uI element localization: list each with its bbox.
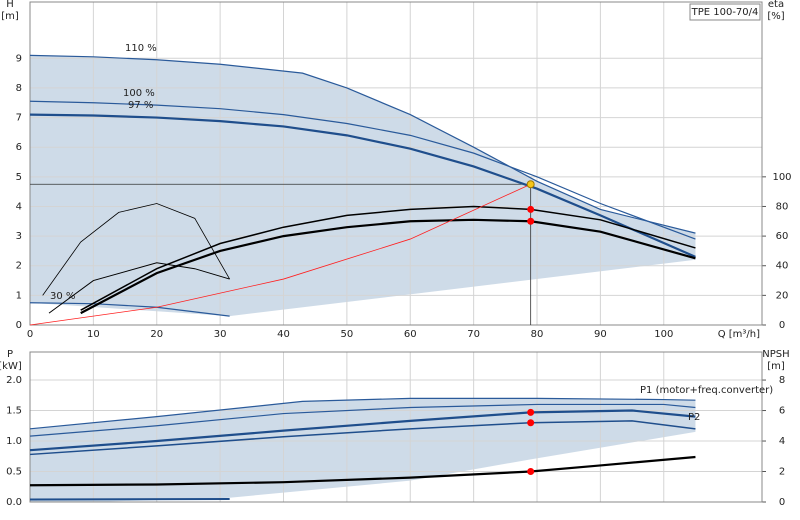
curve (42, 203, 230, 296)
y-tick-label: 7 (16, 113, 22, 124)
y-axis-label: [m] (1, 11, 19, 22)
y-tick-label: 1 (16, 290, 22, 301)
curve (80, 218, 696, 315)
y-tick-label: 0.5 (6, 467, 22, 478)
y-tick-label: 4 (16, 201, 22, 212)
x-tick-label: 90 (594, 329, 607, 340)
y2-axis-label: NPSH (762, 349, 789, 360)
operating-point (527, 419, 535, 427)
x-tick-label: 50 (341, 329, 354, 340)
y-tick-label: 3 (16, 231, 22, 242)
curve-label: 110 % (125, 43, 157, 54)
y-tick-label: 0 (16, 320, 22, 331)
y-axis-label: H (6, 0, 14, 10)
curve (29, 100, 696, 240)
y2-axis-label: [%] (767, 11, 784, 22)
y2-tick-label: 2 (779, 467, 785, 478)
y2-axis-label: [m] (767, 361, 785, 372)
curve (29, 397, 696, 430)
curve (29, 183, 531, 326)
y-axis-label: [kW] (0, 361, 22, 372)
y-tick-label: 0.0 (6, 497, 22, 508)
y-tick-label: 2 (16, 261, 22, 272)
y2-tick-label: 40 (776, 261, 789, 272)
curve-label: 100 % (123, 88, 155, 99)
y2-tick-label: 8 (779, 375, 785, 386)
y-tick-label: 8 (16, 83, 22, 94)
curve (29, 403, 696, 437)
y2-tick-label: 4 (779, 436, 785, 447)
curve (29, 420, 696, 456)
curve (29, 497, 230, 501)
curve-label: 30 % (50, 291, 75, 302)
curve-label: P2 (688, 412, 700, 423)
operating-point (527, 408, 535, 416)
curve (29, 113, 696, 258)
y2-axis-label: eta (768, 0, 784, 10)
y-tick-label: 2.0 (6, 375, 22, 386)
curve (80, 205, 696, 311)
x-axis-label: Q [m³/h] (718, 329, 760, 340)
x-tick-label: 30 (214, 329, 227, 340)
curve-label: 97 % (128, 100, 153, 111)
operating-point (527, 217, 535, 225)
y-tick-label: 9 (16, 53, 22, 64)
y2-tick-label: 6 (779, 406, 785, 417)
x-tick-label: 0 (27, 329, 33, 340)
operating-point (527, 468, 535, 476)
y-tick-label: 5 (16, 172, 22, 183)
y-tick-label: 1.5 (6, 406, 22, 417)
curve (48, 262, 230, 314)
y2-tick-label: 100 (772, 172, 791, 183)
curve (29, 54, 696, 234)
x-tick-label: 10 (87, 329, 100, 340)
x-tick-label: 100 (654, 329, 673, 340)
y2-tick-label: 0 (779, 497, 785, 508)
badge-box (689, 3, 761, 21)
y-axis-label: P (7, 349, 13, 360)
y-tick-label: 1.0 (6, 436, 22, 447)
model-badge: TPE 100-70/4 (691, 7, 759, 18)
operating-point (527, 205, 535, 213)
x-tick-label: 60 (404, 329, 417, 340)
operating-point (526, 180, 535, 189)
y-tick-label: 6 (16, 142, 22, 153)
x-tick-label: 80 (531, 329, 544, 340)
curve (29, 409, 696, 452)
x-tick-label: 20 (150, 329, 163, 340)
y2-tick-label: 20 (776, 290, 789, 301)
y2-tick-label: 60 (776, 231, 789, 242)
plot-frame (29, 1, 763, 326)
curve (29, 455, 696, 487)
plot-frame (29, 351, 763, 503)
x-tick-label: 40 (277, 329, 290, 340)
y2-tick-label: 80 (776, 201, 789, 212)
y2-tick-label: 0 (779, 320, 785, 331)
x-tick-label: 70 (467, 329, 480, 340)
curve-label: P1 (motor+freq.converter) (640, 385, 773, 396)
